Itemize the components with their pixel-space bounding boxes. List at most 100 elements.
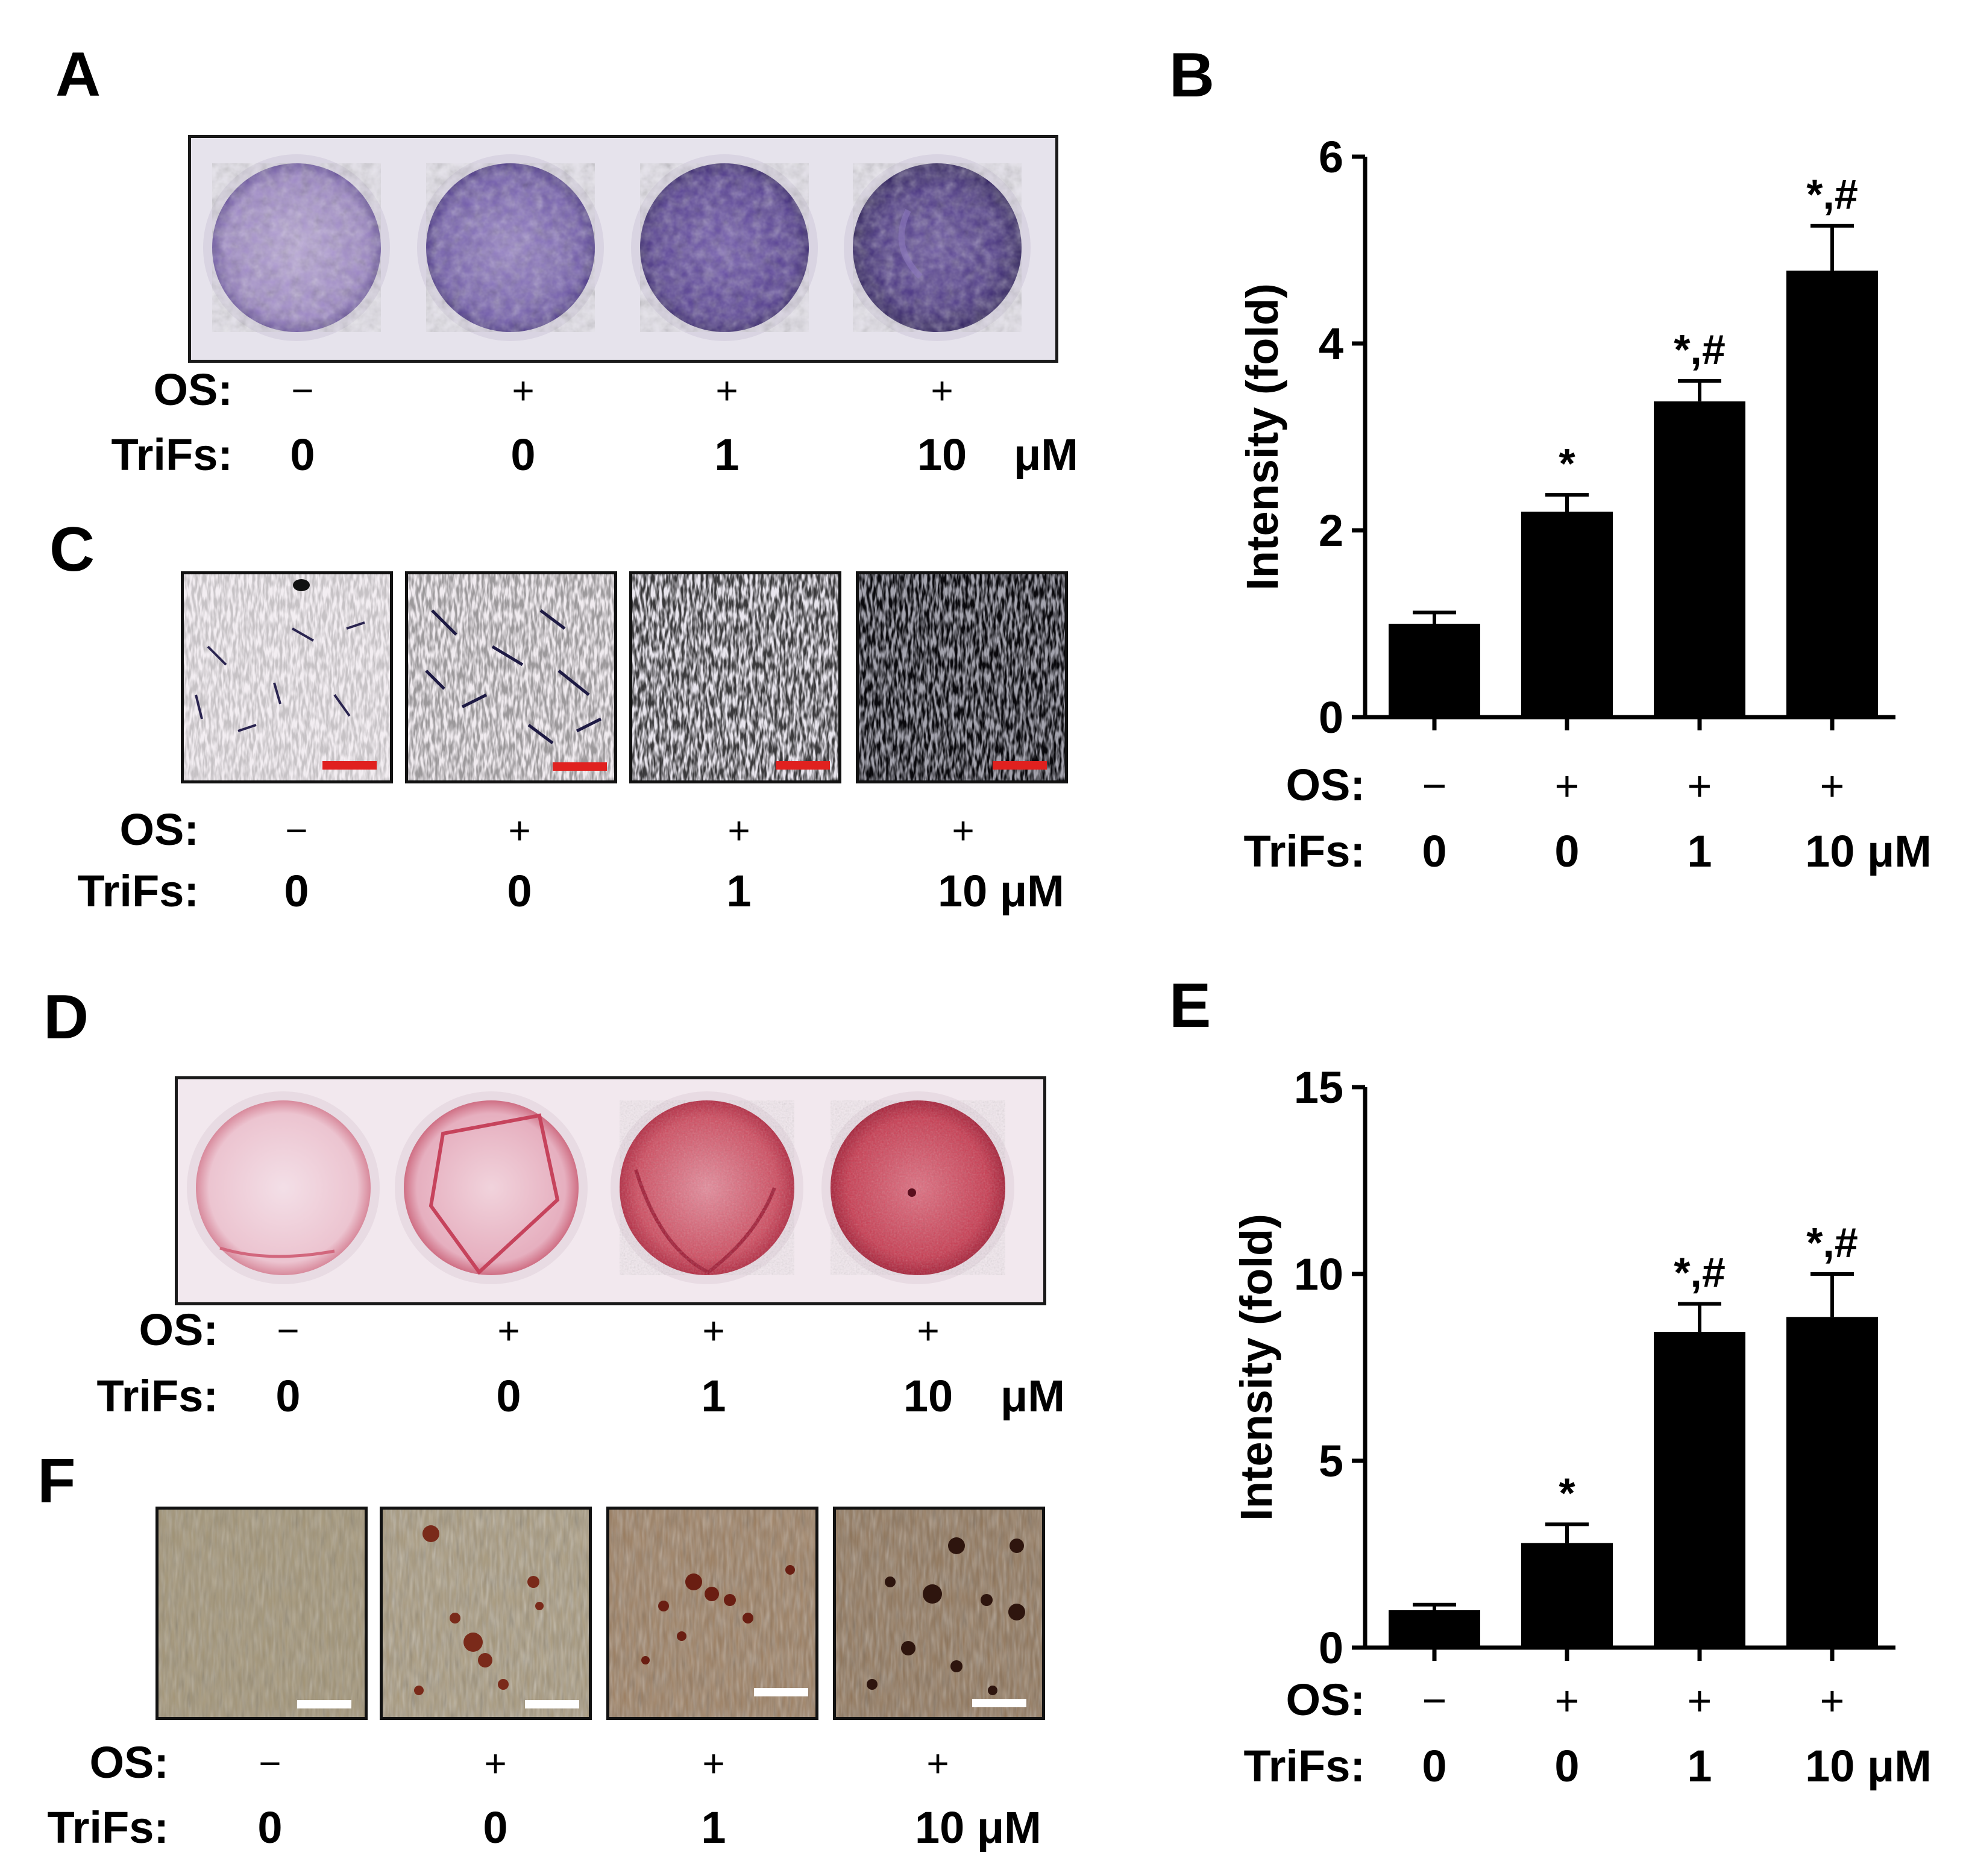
panel-f-os-label: OS: (89, 1737, 169, 1787)
panel-a-trifs-4: 10 (917, 430, 967, 480)
os-b-1: − (1422, 762, 1447, 809)
scale-bar-c2 (553, 762, 607, 771)
y-tick-label-b: 6 (1319, 132, 1343, 182)
panel-c-os-label: OS: (119, 805, 199, 855)
panel-d-trifs-3: 1 (701, 1371, 726, 1421)
ars-well-1 (187, 1091, 380, 1284)
panel-d-os-3: + (702, 1309, 725, 1352)
trifs-e-2: 0 (1554, 1741, 1579, 1791)
trifs-b-1: 0 (1422, 826, 1446, 876)
panel-c-os-2: + (508, 809, 531, 852)
y-tick-label-e: 0 (1319, 1623, 1343, 1673)
panel-f-os-1: − (259, 1742, 281, 1785)
ars-well-3 (611, 1091, 803, 1284)
alp-well-plate-image (188, 135, 1058, 363)
panel-f-trifs-2: 0 (483, 1802, 508, 1852)
panel-a-trifs-2: 0 (510, 430, 536, 480)
bar-chart-e: E 0 5 10 15 Intensity (fold) − 0 * +0 *,# +1 *,# +10 … (1169, 971, 1932, 1791)
bar-b-2 (1521, 512, 1613, 717)
bar-e-1 (1389, 1610, 1480, 1648)
scale-bar-c1 (322, 761, 377, 770)
panel-f-os-4: + (926, 1742, 949, 1785)
y-tick-label-b: 4 (1319, 319, 1343, 369)
panel-c-trifs-2: 0 (507, 866, 532, 916)
scale-bar-c4 (993, 761, 1047, 770)
y-axis-title-e: Intensity (fold) (1231, 1214, 1281, 1521)
ars-micrograph-2 (380, 1507, 592, 1720)
panel-f-os-2: + (484, 1742, 507, 1785)
ars-well-plate-image (175, 1076, 1046, 1305)
significance-b-4: *,# (1806, 171, 1858, 218)
bar-e-3 (1654, 1332, 1745, 1648)
bar-e-2 (1521, 1543, 1613, 1648)
panel-f-trifs-1: 0 (257, 1802, 283, 1852)
significance-b-3: *,# (1674, 326, 1726, 373)
y-tick-label-b: 0 (1319, 692, 1343, 742)
alp-micrograph-1 (181, 571, 393, 783)
trifs-e-3: 1 (1687, 1741, 1712, 1791)
alp-well-3 (631, 154, 818, 341)
scale-bar-f2 (525, 1700, 579, 1708)
panel-c-trifs-1: 0 (284, 866, 309, 916)
trifs-label-e: TriFs: (1244, 1741, 1365, 1791)
ars-micrograph-1 (155, 1507, 368, 1720)
os-e-2: + (1555, 1677, 1580, 1724)
trifs-label-b: TriFs: (1244, 826, 1365, 876)
ars-micrograph-4 (833, 1507, 1045, 1720)
bar-chart-b: B 0 2 4 6 Intensity (fold) − 0 * +0 *,# +1 *,# +10 μM… (1169, 40, 1932, 876)
ars-micrograph-3 (606, 1507, 818, 1720)
scale-bar-f4 (972, 1699, 1026, 1707)
panel-c-trifs-3: 1 (726, 866, 752, 916)
panel-a-trifs-label: TriFs: (111, 430, 233, 480)
scale-bar-c3 (776, 761, 830, 770)
significance-e-2: * (1559, 1469, 1575, 1516)
scale-bar-f3 (754, 1688, 808, 1696)
os-e-3: + (1688, 1677, 1712, 1724)
panel-d-os-1: − (277, 1309, 300, 1352)
panel-f-trifs-4: 10 μM (915, 1802, 1041, 1852)
panel-a-unit: μM (1014, 430, 1078, 480)
panel-c-os-1: − (285, 809, 308, 852)
ars-well-4 (821, 1091, 1014, 1284)
panel-label-c: C (49, 515, 95, 585)
panel-a-os-2: + (512, 369, 535, 412)
panel-d-os-2: + (497, 1309, 520, 1352)
significance-b-2: * (1559, 440, 1575, 487)
bar-e-4 (1786, 1317, 1878, 1648)
panel-d-os-label: OS: (139, 1305, 218, 1355)
y-tick-label-b: 2 (1319, 506, 1343, 556)
bar-b-4 (1786, 271, 1878, 718)
panel-label-b: B (1169, 40, 1214, 110)
os-e-4: + (1820, 1677, 1845, 1724)
trifs-b-3: 1 (1687, 826, 1712, 876)
panel-label-f: F (37, 1446, 76, 1516)
bar-b-3 (1654, 401, 1745, 717)
panel-a-os-label: OS: (153, 365, 233, 415)
panel-c-trifs-4: 10 μM (938, 866, 1064, 916)
panel-a-os-1: − (291, 369, 314, 412)
alp-micrograph-3 (629, 571, 841, 783)
panel-f-os-3: + (702, 1742, 725, 1785)
panel-label-e: E (1169, 971, 1211, 1041)
panel-d-trifs-label: TriFs: (96, 1371, 218, 1421)
panel-c-os-4: + (952, 809, 975, 852)
alp-well-2 (417, 154, 604, 341)
panel-label-a: A (55, 40, 101, 110)
panel-d-trifs-1: 0 (275, 1371, 301, 1421)
panel-c-trifs-label: TriFs: (77, 866, 199, 916)
panel-d-os-4: + (917, 1309, 940, 1352)
panel-a-os-3: + (715, 369, 738, 412)
panel-f-trifs-label: TriFs: (47, 1802, 169, 1852)
trifs-b-4: 10 μM (1805, 826, 1932, 876)
significance-e-3: *,# (1674, 1249, 1726, 1296)
os-e-1: − (1422, 1677, 1447, 1724)
os-b-2: + (1555, 762, 1580, 809)
panel-d-trifs-2: 0 (496, 1371, 521, 1421)
panel-label-d: D (43, 982, 89, 1052)
trifs-e-4: 10 μM (1805, 1741, 1932, 1791)
y-axis-title-b: Intensity (fold) (1237, 283, 1287, 591)
y-tick-label-e: 5 (1319, 1436, 1343, 1486)
alp-well-4 (844, 154, 1031, 341)
os-label-e: OS: (1286, 1675, 1365, 1725)
alp-micrograph-4 (856, 571, 1068, 783)
